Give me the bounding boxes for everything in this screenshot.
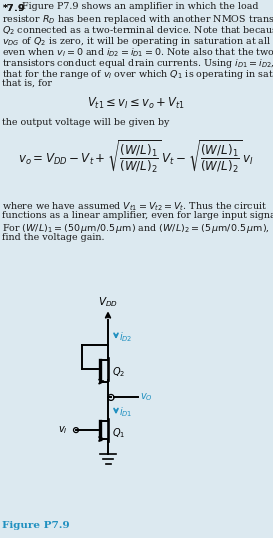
Text: $v_O$: $v_O$ xyxy=(140,392,153,404)
Text: where we have assumed $V_{t1} = V_{t2} = V_t$. Thus the circuit: where we have assumed $V_{t1} = V_{t2} =… xyxy=(2,200,267,213)
Text: $v_{DG}$ of $Q_2$ is zero, it will be operating in saturation at all times,: $v_{DG}$ of $Q_2$ is zero, it will be op… xyxy=(2,35,273,48)
Text: transistors conduct equal drain currents. Using $i_{D1} = i_{D2}$, show: transistors conduct equal drain currents… xyxy=(2,57,273,70)
Text: $Q_1$: $Q_1$ xyxy=(112,426,125,440)
Text: $V_{t1} \leq v_I \leq v_o + V_{t1}$: $V_{t1} \leq v_I \leq v_o + V_{t1}$ xyxy=(87,96,185,111)
Text: find the voltage gain.: find the voltage gain. xyxy=(2,233,105,242)
Text: $\mathbf{*7.9}$: $\mathbf{*7.9}$ xyxy=(2,2,25,13)
Text: the output voltage will be given by: the output voltage will be given by xyxy=(2,118,169,127)
Text: $V_{DD}$: $V_{DD}$ xyxy=(98,295,118,309)
Text: $\mathbf{*7.9}$: $\mathbf{*7.9}$ xyxy=(2,2,25,13)
Text: that is, for: that is, for xyxy=(2,79,52,88)
Text: $i_{D1}$: $i_{D1}$ xyxy=(119,405,133,419)
Text: functions as a linear amplifier, even for large input signals.: functions as a linear amplifier, even fo… xyxy=(2,211,273,220)
Text: For $(W/L)_1 = (50\,\mu\mathrm{m}/0.5\,\mu\mathrm{m})$ and $(W/L)_2 = (5\,\mu\ma: For $(W/L)_1 = (50\,\mu\mathrm{m}/0.5\,\… xyxy=(2,222,270,235)
Text: Figure P7.9: Figure P7.9 xyxy=(2,521,70,530)
Text: $v_o = V_{DD} - V_t + \sqrt{\dfrac{(W/L)_1}{(W/L)_2}}\,V_t - \sqrt{\dfrac{(W/L)_: $v_o = V_{DD} - V_t + \sqrt{\dfrac{(W/L)… xyxy=(18,138,254,175)
Text: $i_{D2}$: $i_{D2}$ xyxy=(119,330,132,344)
Text: that for the range of $v_I$ over which $Q_1$ is operating in saturation,: that for the range of $v_I$ over which $… xyxy=(2,68,273,81)
Text: Figure P7.9 shows an amplifier in which the load: Figure P7.9 shows an amplifier in which … xyxy=(22,2,259,11)
Text: $Q_2$: $Q_2$ xyxy=(112,365,125,379)
Text: $Q_2$ connected as a two-terminal device. Note that because: $Q_2$ connected as a two-terminal device… xyxy=(2,24,273,37)
Text: $v_I$: $v_I$ xyxy=(58,424,68,436)
Text: even when $v_I = 0$ and $i_{D2} = i_{D1} = 0$. Note also that the two: even when $v_I = 0$ and $i_{D2} = i_{D1}… xyxy=(2,46,273,59)
Text: resistor $R_D$ has been replaced with another NMOS transistor: resistor $R_D$ has been replaced with an… xyxy=(2,13,273,26)
